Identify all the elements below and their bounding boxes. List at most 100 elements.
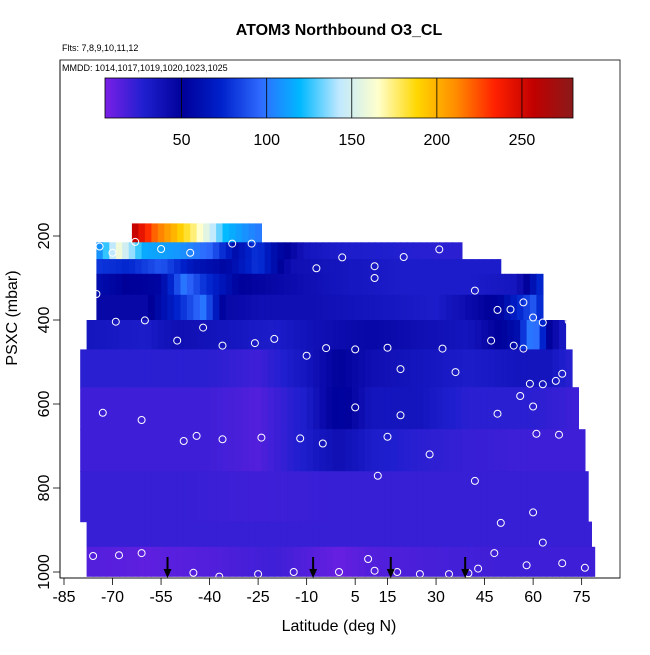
- heatmap-cell: [280, 471, 288, 523]
- heatmap-cell: [546, 320, 554, 350]
- heatmap-cell: [445, 273, 453, 296]
- heatmap-cell: [86, 349, 94, 388]
- heatmap-cell: [426, 242, 434, 260]
- heatmap-cell: [529, 273, 537, 296]
- heatmap-cell: [212, 294, 220, 321]
- heatmap-cell: [491, 259, 499, 275]
- heatmap-cell: [300, 521, 308, 548]
- heatmap-cell: [552, 546, 560, 577]
- heatmap-cell: [439, 259, 447, 275]
- heatmap-cell: [426, 294, 434, 321]
- surface-marker-arrow: [163, 569, 172, 578]
- heatmap-cell: [322, 294, 330, 321]
- heatmap-cell: [274, 546, 282, 577]
- heatmap-cell: [151, 521, 159, 548]
- heatmap-cell: [533, 471, 541, 523]
- heatmap-cell: [377, 429, 385, 472]
- colorbar-gradient: [104, 77, 574, 119]
- heatmap-cell: [102, 242, 110, 260]
- heatmap-cell: [119, 320, 127, 350]
- heatmap-cell: [410, 387, 418, 430]
- heatmap-cell: [258, 242, 266, 260]
- heatmap-cell: [148, 294, 156, 321]
- sample-point: [250, 339, 259, 348]
- heatmap-cell: [170, 320, 178, 350]
- heatmap-cell: [300, 320, 308, 350]
- heatmap-cell: [167, 273, 175, 296]
- heatmap-cell: [445, 242, 453, 260]
- heatmap-cell: [578, 521, 586, 548]
- heatmap-cell: [199, 273, 207, 296]
- heatmap-cell: [578, 429, 586, 472]
- heatmap-cell: [461, 471, 469, 523]
- heatmap-cell: [397, 546, 405, 577]
- heatmap-cell: [125, 521, 133, 548]
- heatmap-cell: [306, 546, 314, 577]
- heatmap-cell: [235, 546, 243, 577]
- heatmap-cell: [206, 259, 214, 275]
- heatmap-cell: [248, 320, 256, 350]
- x-tick-label: -70: [101, 589, 124, 606]
- heatmap-cell: [458, 259, 466, 275]
- heatmap-cell: [339, 471, 347, 523]
- heatmap-cell: [384, 521, 392, 548]
- heatmap-cell: [559, 429, 567, 472]
- sample-point: [525, 379, 534, 388]
- heatmap-cell: [364, 387, 372, 430]
- heatmap-cell: [264, 273, 272, 296]
- heatmap-cell: [80, 387, 88, 430]
- heatmap-cell: [461, 387, 469, 430]
- heatmap-cell: [413, 294, 421, 321]
- heatmap-cell: [591, 546, 596, 577]
- heatmap-cell: [170, 546, 178, 577]
- heatmap-cell: [345, 320, 353, 350]
- heatmap-cell: [358, 387, 366, 430]
- heatmap-cell: [300, 387, 308, 430]
- sample-point: [370, 262, 379, 271]
- heatmap-cell: [406, 259, 414, 275]
- heatmap-cell: [500, 546, 508, 577]
- heatmap-cell: [144, 546, 152, 577]
- heatmap-cell: [112, 471, 120, 523]
- heatmap-cell: [351, 387, 359, 430]
- heatmap-cell: [138, 320, 146, 350]
- heatmap-cell: [157, 471, 165, 523]
- heatmap-cell: [410, 546, 418, 577]
- heatmap-cell: [423, 429, 431, 472]
- heatmap-cell: [170, 349, 178, 388]
- heatmap-cell: [523, 294, 531, 321]
- heatmap-cell: [174, 294, 182, 321]
- heatmap-cell: [151, 349, 159, 388]
- heatmap-cell: [306, 429, 314, 472]
- heatmap-cell: [345, 429, 353, 472]
- heatmap-cell: [390, 546, 398, 577]
- heatmap-cell: [432, 294, 440, 321]
- heatmap-cell: [332, 387, 340, 430]
- heatmap-cell: [131, 429, 139, 472]
- heatmap-cell: [144, 349, 152, 388]
- heatmap-cell: [174, 259, 182, 275]
- heatmap-cell: [93, 429, 101, 472]
- heatmap-cell: [235, 429, 243, 472]
- heatmap-cell: [148, 242, 156, 260]
- heatmap-cell: [513, 349, 521, 388]
- heatmap-cell: [326, 521, 334, 548]
- heatmap-cell: [546, 429, 554, 472]
- heatmap-cell: [358, 349, 366, 388]
- heatmap-cell: [225, 259, 233, 275]
- heatmap-cell: [271, 294, 279, 321]
- heatmap-cell: [500, 349, 508, 388]
- heatmap-cell: [394, 294, 402, 321]
- heatmap-cell: [258, 294, 266, 321]
- heatmap-cell: [494, 471, 502, 523]
- heatmap-cell: [397, 429, 405, 472]
- heatmap-cell: [245, 242, 253, 260]
- heatmap-cell: [384, 471, 392, 523]
- heatmap-cell: [303, 294, 311, 321]
- heatmap-cell: [161, 294, 169, 321]
- heatmap-cell: [274, 320, 282, 350]
- heatmap-cell: [293, 429, 301, 472]
- heatmap-cell: [494, 546, 502, 577]
- sample-point: [137, 416, 146, 424]
